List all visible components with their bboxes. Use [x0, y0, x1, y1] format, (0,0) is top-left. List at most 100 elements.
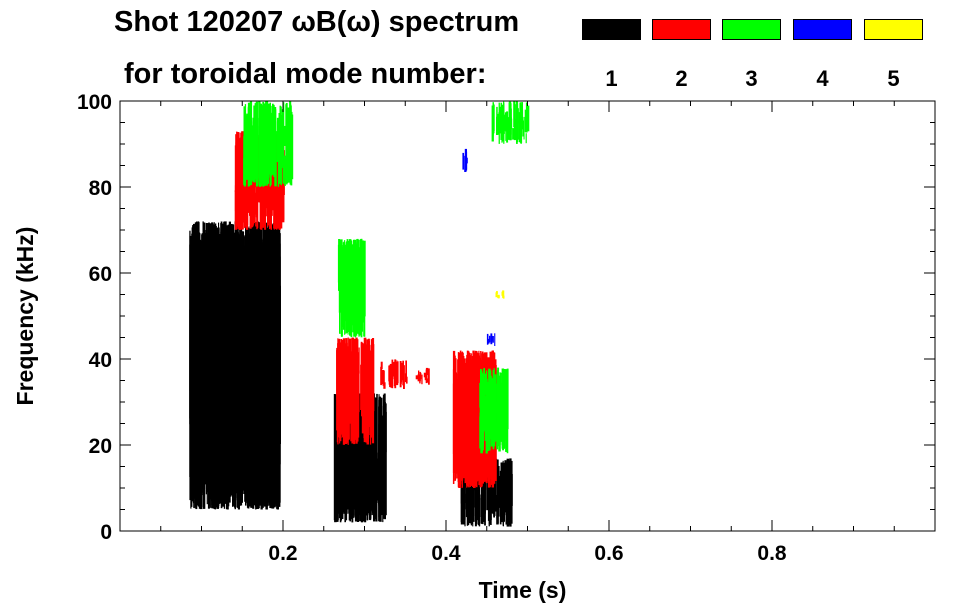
spectrum-streak-n=1-r0: [276, 283, 280, 452]
spectrum-streak-n=1-r1: [382, 493, 384, 523]
spectrum-streak-n=1-r2: [490, 466, 492, 525]
spectrum-streak-n=1-r0: [277, 221, 280, 310]
spectrum-streak-n=3-r2: [482, 380, 485, 425]
x-axis-label: Time (s): [479, 577, 567, 603]
spectrum-streak-n=2-r1: [363, 403, 366, 443]
spectrum-streak-n=1-r0: [234, 232, 237, 508]
spectrum-streak-n=3-r0: [288, 148, 290, 181]
spectrum-streak-n=1-r1: [334, 440, 337, 509]
spectrum-streak-n=3-r2: [497, 400, 500, 420]
spectrum-streak-n=3-r3: [502, 111, 504, 130]
spectrum-streak-n=2-r4: [472, 350, 475, 487]
spectrum-streak-n=1-r1: [380, 474, 382, 516]
spectrum-streak-n=3-r3: [516, 102, 518, 136]
legend-swatch-n4: [793, 19, 852, 40]
spectrum-streak-n=2-r2: [400, 362, 403, 383]
spectrum-streak-n=1-r1: [343, 415, 345, 514]
spectrum-streak-n=2-r0: [282, 176, 285, 220]
spectrum-streak-n=1-r2: [474, 483, 477, 517]
spectrum-streak-n=1-r0: [214, 249, 217, 342]
spectrum-streak-n=3-r3: [517, 108, 519, 124]
spectrum-streak-n=3-r1: [363, 248, 366, 304]
spectrum-streak-n=2-r4: [476, 352, 479, 482]
spectrum-streak-n=1-r1: [367, 420, 369, 513]
spectrum-streak-n=1-r0: [251, 238, 253, 488]
spectrum-streak-n=2-r3: [424, 374, 428, 381]
spectrum-streak-n=3-r0: [280, 156, 282, 186]
spectrum-streak-n=1-r0: [262, 238, 265, 500]
spectrum-streak-n=2-r2: [383, 382, 386, 389]
spectrum-streak-n=1-r0: [201, 255, 204, 397]
spectrum-streak-n=3-r1: [353, 239, 355, 261]
spectrum-streak-n=2-r2: [393, 362, 396, 376]
spectrum-streak-n=2-r0: [276, 146, 279, 229]
spectrum-streak-n=3-r3: [506, 111, 509, 143]
spectrum-streak-n=3-r0: [286, 108, 289, 152]
spectrum-streak-n=2-r3: [419, 371, 421, 382]
spectrum-streak-n=3-r3: [525, 133, 527, 144]
spectrum-streak-n=1-r0: [264, 352, 267, 417]
spectrum-streak-n=1-r2: [507, 460, 510, 525]
spectrum-streak-n=1-r2: [488, 511, 490, 527]
spectrum-streak-n=1-r0: [226, 276, 229, 504]
spectrum-streak-n=1-r1: [357, 442, 360, 483]
spectrum-streak-n=3-r0: [255, 125, 259, 161]
spectrum-streak-n=2-r0: [241, 159, 245, 204]
spectrum-streak-n=3-r0: [281, 109, 284, 167]
spectrum-streak-n=3-r3: [527, 105, 530, 132]
spectrum-streak-n=3-r2: [504, 369, 506, 412]
spectrum-streak-n=3-r0: [270, 128, 272, 176]
spectrum-streak-n=1-r1: [359, 482, 362, 519]
spectrum-streak-n=3-r2: [500, 382, 502, 422]
spectrum-streak-n=1-r2: [472, 469, 475, 508]
spectrum-streak-n=5-r0: [502, 295, 505, 299]
spectrum-streak-n=1-r0: [246, 237, 248, 486]
spectrum-streak-n=2-r0: [255, 193, 258, 218]
spectrum-streak-n=1-r1: [344, 411, 347, 513]
spectrum-streak-n=3-r0: [289, 111, 291, 143]
spectrum-streak-n=2-r1: [364, 344, 368, 368]
spectrum-marks: [189, 101, 530, 527]
legend-label-n2: 2: [675, 66, 688, 91]
spectrum-streak-n=1-r0: [196, 240, 199, 491]
spectrum-streak-n=3-r3: [492, 105, 494, 137]
spectrum-streak-n=1-r0: [236, 237, 238, 447]
spectrum-streak-n=1-r1: [377, 458, 380, 498]
spectrum-streak-n=5-r0: [497, 294, 500, 298]
spectrum-streak-n=1-r0: [257, 230, 260, 481]
spectrum-streak-n=1-r0: [273, 227, 275, 484]
spectrum-streak-n=3-r2: [492, 394, 495, 416]
spectrum-streak-n=2-r1: [341, 339, 344, 434]
spectrum-streak-n=4-r1: [464, 155, 467, 172]
spectrum-streak-n=1-r0: [255, 222, 258, 463]
spectrum-streak-n=1-r0: [192, 413, 195, 493]
spectrum-streak-n=2-r3: [428, 368, 430, 385]
spectrum-streak-n=3-r0: [283, 125, 286, 146]
spectrum-streak-n=2-r4: [454, 360, 456, 470]
spectrum-streak-n=3-r3: [525, 119, 527, 133]
spectrum-streak-n=2-r4: [478, 350, 480, 477]
spectrum-streak-n=1-r2: [478, 461, 481, 527]
spectrum-streak-n=3-r2: [502, 385, 505, 447]
spectrum-streak-n=1-r0: [268, 357, 271, 432]
spectrum-streak-n=1-r2: [460, 488, 463, 504]
spectrum-streak-n=3-r3: [522, 120, 524, 137]
spectrum-streak-n=2-r3: [421, 374, 423, 385]
spectrum-streak-n=2-r1: [352, 355, 354, 442]
spectrum-streak-n=1-r0: [194, 317, 198, 488]
spectrum-streak-n=2-r2: [392, 362, 394, 375]
spectrum-streak-n=3-r2: [480, 369, 483, 435]
spectrum-streak-n=1-r1: [373, 393, 375, 522]
spectrum-streak-n=1-r0: [275, 278, 277, 422]
spectrum-streak-n=2-r1: [343, 358, 346, 426]
spectrum-streak-n=3-r0: [261, 160, 263, 185]
spectrum-streak-n=3-r3: [493, 110, 495, 134]
spectrum-streak-n=1-r2: [481, 504, 484, 524]
y-tick-label: 20: [89, 435, 112, 458]
spectrum-streak-n=2-r4: [466, 374, 470, 461]
spectrum-streak-n=2-r4: [455, 373, 457, 439]
spectrum-streak-n=2-r3: [425, 367, 429, 376]
spectrum-streak-n=2-r2: [391, 363, 393, 377]
spectrum-streak-n=1-r0: [269, 258, 271, 413]
spectrum-streak-n=1-r1: [351, 408, 354, 523]
